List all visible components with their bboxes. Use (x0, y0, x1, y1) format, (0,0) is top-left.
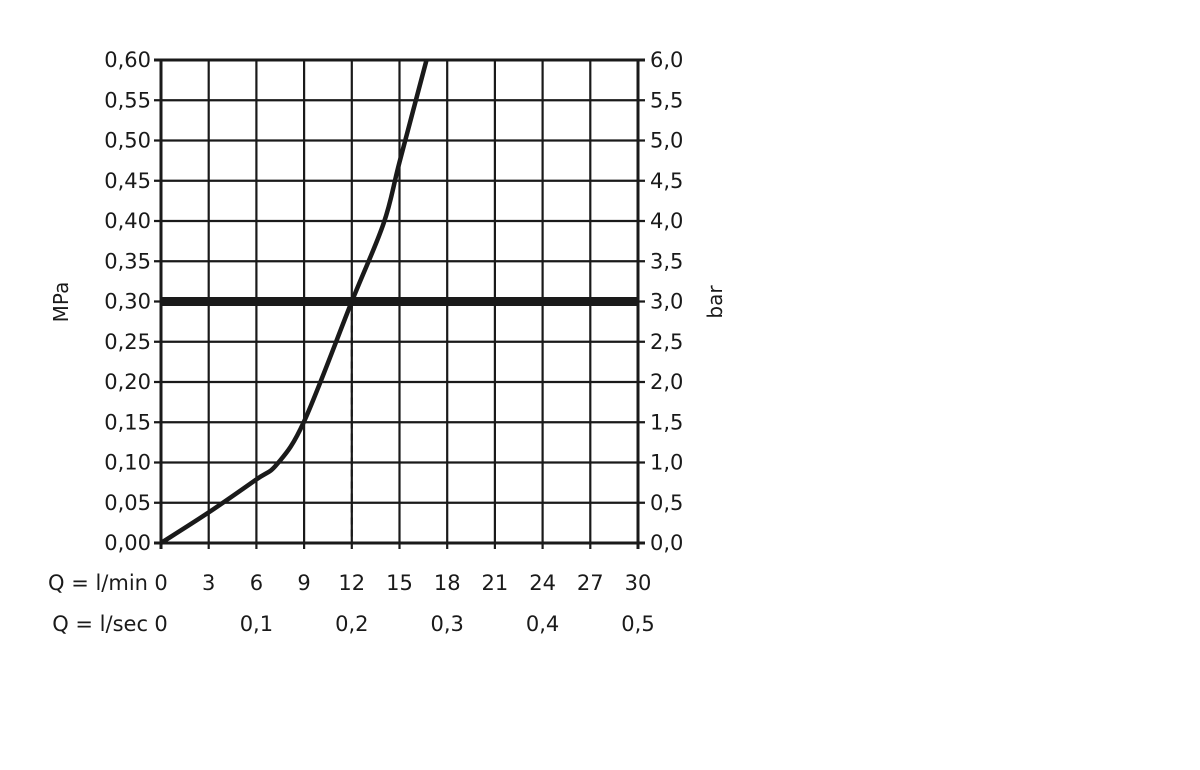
x-tick-label: 15 (386, 571, 413, 595)
x2-tick-label: 0,2 (335, 612, 368, 636)
x-tick-label: 30 (625, 571, 652, 595)
y-tick-label: 0,05 (104, 491, 151, 515)
x-row-label-lmin: Q = l/min (48, 571, 148, 595)
x-tick-label: 0 (154, 571, 167, 595)
x-tick-label: 9 (297, 571, 310, 595)
x2-tick-label: 0,1 (240, 612, 273, 636)
x-tick-label: 12 (338, 571, 365, 595)
series-line (159, 59, 429, 545)
x-tick-label: 6 (250, 571, 263, 595)
y-tick-label: 0,45 (104, 169, 151, 193)
y-tick-label: 0,60 (104, 48, 151, 72)
y2-tick-label: 5,5 (650, 88, 683, 112)
x-row-label-lsec: Q = l/sec (52, 612, 148, 636)
y-tick-label: 0,30 (104, 290, 151, 314)
y-tick-label: 0,25 (104, 330, 151, 354)
y2-tick-label: 3,5 (650, 249, 683, 273)
y2-tick-label: 2,0 (650, 370, 683, 394)
y-tick-label: 0,40 (104, 209, 151, 233)
y-tick-label: 0,20 (104, 370, 151, 394)
y-tick-label: 0,50 (104, 129, 151, 153)
ticks: 0 3 6 9 12 15 18 21 24 27 30 0 0,1 0,2 0,3 0,4 0,5 0,00 0,… (104, 48, 683, 636)
y-axis-label: MPa (49, 282, 73, 323)
y2-tick-label: 1,5 (650, 410, 683, 434)
y-tick-label: 0,10 (104, 451, 151, 475)
x2-tick-label: 0,3 (430, 612, 463, 636)
y2-tick-label: 2,5 (650, 330, 683, 354)
x-tick-label: 24 (529, 571, 556, 595)
y2-tick-label: 4,0 (650, 209, 683, 233)
y2-tick-label: 4,5 (650, 169, 683, 193)
x2-tick-label: 0 (154, 612, 167, 636)
x-tick-label: 27 (577, 571, 604, 595)
y-tick-label: 0,35 (104, 249, 151, 273)
y-tick-label: 0,55 (104, 88, 151, 112)
x2-tick-label: 0,5 (621, 612, 654, 636)
x-tick-label: 3 (202, 571, 215, 595)
y2-tick-label: 0,0 (650, 531, 683, 555)
y-tick-label: 0,00 (104, 531, 151, 555)
y-tick-label: 0,15 (104, 410, 151, 434)
x2-tick-label: 0,4 (526, 612, 559, 636)
y2-tick-label: 3,0 (650, 290, 683, 314)
x-tick-label: 18 (434, 571, 461, 595)
y2-axis-label: bar (703, 285, 727, 319)
x-tick-label: 21 (482, 571, 509, 595)
y2-tick-label: 5,0 (650, 129, 683, 153)
y2-tick-label: 0,5 (650, 491, 683, 515)
y2-tick-label: 6,0 (650, 48, 683, 72)
y2-tick-label: 1,0 (650, 451, 683, 475)
